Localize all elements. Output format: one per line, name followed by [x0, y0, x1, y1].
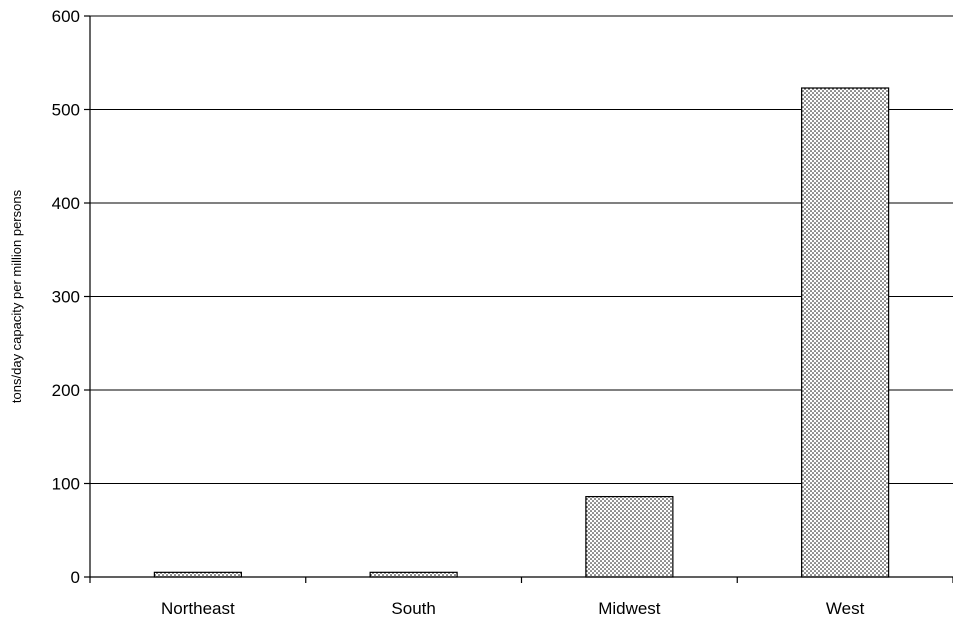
y-axis-title: tons/day capacity per million persons: [9, 189, 24, 403]
y-tick-label: 500: [52, 101, 80, 120]
x-tick-label: South: [391, 599, 435, 618]
axes: [84, 15, 953, 583]
bars: [153, 87, 890, 578]
y-tick-label: 400: [52, 194, 80, 213]
y-tick-label: 300: [52, 288, 80, 307]
x-tick-label: West: [826, 599, 865, 618]
x-tick-label: Midwest: [598, 599, 661, 618]
bar-west: [801, 87, 890, 578]
x-tick-label: Northeast: [161, 599, 235, 618]
y-tick-labels: 0 100 200 300 400 500 600: [52, 7, 80, 587]
y-tick-label: 100: [52, 475, 80, 494]
bar-midwest: [585, 495, 674, 578]
y-tick-label: 600: [52, 7, 80, 26]
x-tick-labels: Northeast South Midwest West: [161, 599, 865, 618]
y-tick-label: 0: [71, 568, 80, 587]
bar-south: [369, 571, 458, 578]
bar-northeast: [153, 571, 242, 578]
y-tick-label: 200: [52, 381, 80, 400]
